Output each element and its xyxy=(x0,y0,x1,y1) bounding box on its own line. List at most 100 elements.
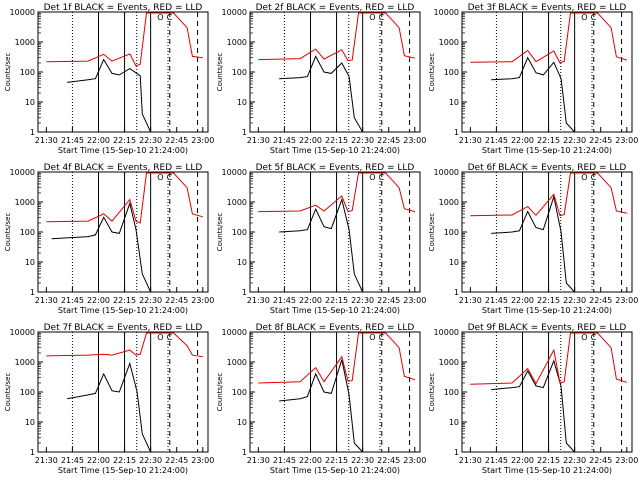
x-axis-label: Start Time (15-Sep-10 21:24:00) xyxy=(270,306,400,315)
annotation-label: O xyxy=(157,333,163,342)
y-tick-label: 10 xyxy=(237,98,247,107)
plot-frame xyxy=(249,171,421,293)
y-tick-label: 10000 xyxy=(222,328,247,337)
y-tick-label: 10000 xyxy=(434,328,459,337)
x-axis-label: Start Time (15-Sep-10 21:24:00) xyxy=(270,466,400,475)
series-events-line xyxy=(491,56,575,133)
x-tick-label: 22:15 xyxy=(113,296,136,305)
y-axis-label: Counts/sec xyxy=(216,213,224,252)
x-tick-label: 21:45 xyxy=(273,296,296,305)
x-tick-label: 22:45 xyxy=(377,296,400,305)
y-tick-label: 1000 xyxy=(439,38,459,47)
x-tick-label: 22:00 xyxy=(299,296,322,305)
y-tick-label: 10 xyxy=(25,418,35,427)
x-tick-label: 22:15 xyxy=(537,136,560,145)
y-tick-label: 10000 xyxy=(222,168,247,177)
plot-frame xyxy=(461,11,633,133)
x-tick-label: 21:30 xyxy=(35,456,58,465)
annotation-label: C xyxy=(379,13,385,22)
x-tick-label: 22:30 xyxy=(563,296,586,305)
chart-panel-4: Det 4f BLACK = Events, RED = LLD 1 10 100 10… xyxy=(4,163,214,315)
chart-panel-8: Det 8f BLACK = Events, RED = LLD 1 10 100 10… xyxy=(216,323,426,475)
x-tick-label: 21:45 xyxy=(273,136,296,145)
y-tick-label: 1 xyxy=(242,288,247,297)
x-tick-label: 21:30 xyxy=(459,296,482,305)
x-tick-label: 22:30 xyxy=(351,296,374,305)
x-axis-label: Start Time (15-Sep-10 21:24:00) xyxy=(270,146,400,155)
chart-panel-9: Det 9f BLACK = Events, RED = LLD 1 10 100 10… xyxy=(428,323,638,475)
y-tick-label: 10 xyxy=(449,418,459,427)
plot-frame xyxy=(461,331,633,453)
y-tick-label: 1 xyxy=(242,128,247,137)
series-events-line xyxy=(67,58,152,133)
y-tick-label: 10 xyxy=(449,258,459,267)
y-tick-label: 100 xyxy=(232,388,247,397)
x-tick-label: 21:45 xyxy=(61,456,84,465)
y-tick-label: 10000 xyxy=(10,328,35,337)
x-tick-label: 22:45 xyxy=(589,136,612,145)
y-tick-label: 10000 xyxy=(10,168,35,177)
chart-panel-1: Det 1f BLACK = Events, RED = LLD 1 10 100 10… xyxy=(4,3,214,155)
annotation-label: C xyxy=(167,13,173,22)
y-tick-label: 1 xyxy=(30,128,35,137)
y-axis-label: Counts/sec xyxy=(428,213,436,252)
y-tick-label: 1000 xyxy=(227,358,247,367)
annotation-label: O xyxy=(157,13,163,22)
x-tick-label: 22:00 xyxy=(511,136,534,145)
x-tick-label: 22:45 xyxy=(165,136,188,145)
chart-title: Det 7f BLACK = Events, RED = LLD xyxy=(44,323,203,333)
x-tick-label: 23:00 xyxy=(403,296,426,305)
y-tick-label: 1000 xyxy=(227,38,247,47)
annotation-label: C xyxy=(379,173,385,182)
y-tick-label: 1 xyxy=(454,448,459,457)
x-tick-label: 21:30 xyxy=(459,136,482,145)
y-tick-label: 1000 xyxy=(439,198,459,207)
x-tick-label: 22:15 xyxy=(325,456,348,465)
y-tick-label: 10 xyxy=(237,418,247,427)
y-axis-label: Counts/sec xyxy=(216,53,224,92)
plot-frame xyxy=(37,331,209,453)
chart-title: Det 2f BLACK = Events, RED = LLD xyxy=(256,3,415,13)
annotation-label: C xyxy=(167,333,173,342)
x-tick-label: 22:30 xyxy=(139,136,162,145)
chart-title: Det 1f BLACK = Events, RED = LLD xyxy=(44,3,203,13)
x-tick-label: 22:30 xyxy=(563,136,586,145)
x-tick-label: 23:00 xyxy=(191,136,214,145)
annotation-label: O xyxy=(581,173,587,182)
annotation-label: O xyxy=(369,13,375,22)
x-tick-label: 22:00 xyxy=(511,456,534,465)
chart-panel-6: Det 6f BLACK = Events, RED = LLD 1 10 100 10… xyxy=(428,163,638,315)
annotation-label: C xyxy=(379,333,385,342)
annotation-label: C xyxy=(591,13,597,22)
annotation-label: C xyxy=(167,173,173,182)
x-tick-label: 22:00 xyxy=(299,456,322,465)
x-tick-label: 21:45 xyxy=(273,456,296,465)
y-tick-label: 100 xyxy=(444,388,459,397)
x-tick-label: 22:30 xyxy=(351,136,374,145)
series-events-line xyxy=(51,201,152,293)
y-tick-label: 10 xyxy=(25,258,35,267)
annotation-label: C xyxy=(591,333,597,342)
x-axis-label: Start Time (15-Sep-10 21:24:00) xyxy=(58,466,188,475)
x-tick-label: 21:30 xyxy=(247,296,270,305)
chart-title: Det 5f BLACK = Events, RED = LLD xyxy=(256,163,415,173)
plot-frame xyxy=(461,171,633,293)
x-tick-label: 21:30 xyxy=(35,296,58,305)
y-tick-label: 10 xyxy=(449,98,459,107)
y-axis-label: Counts/sec xyxy=(4,213,12,252)
series-events-line xyxy=(279,197,364,293)
chart-panel-5: Det 5f BLACK = Events, RED = LLD 1 10 100 10… xyxy=(216,163,426,315)
x-tick-label: 21:30 xyxy=(35,136,58,145)
x-tick-label: 22:45 xyxy=(377,456,400,465)
series-lld-line xyxy=(470,332,627,385)
y-tick-label: 100 xyxy=(444,228,459,237)
chart-panel-7: Det 7f BLACK = Events, RED = LLD 1 10 100 10… xyxy=(4,323,214,475)
y-tick-label: 10 xyxy=(237,258,247,267)
y-axis-label: Counts/sec xyxy=(4,373,12,412)
y-tick-label: 1 xyxy=(454,288,459,297)
x-tick-label: 21:30 xyxy=(247,456,270,465)
y-tick-label: 1000 xyxy=(439,358,459,367)
x-tick-label: 21:30 xyxy=(247,136,270,145)
y-tick-label: 100 xyxy=(20,68,35,77)
